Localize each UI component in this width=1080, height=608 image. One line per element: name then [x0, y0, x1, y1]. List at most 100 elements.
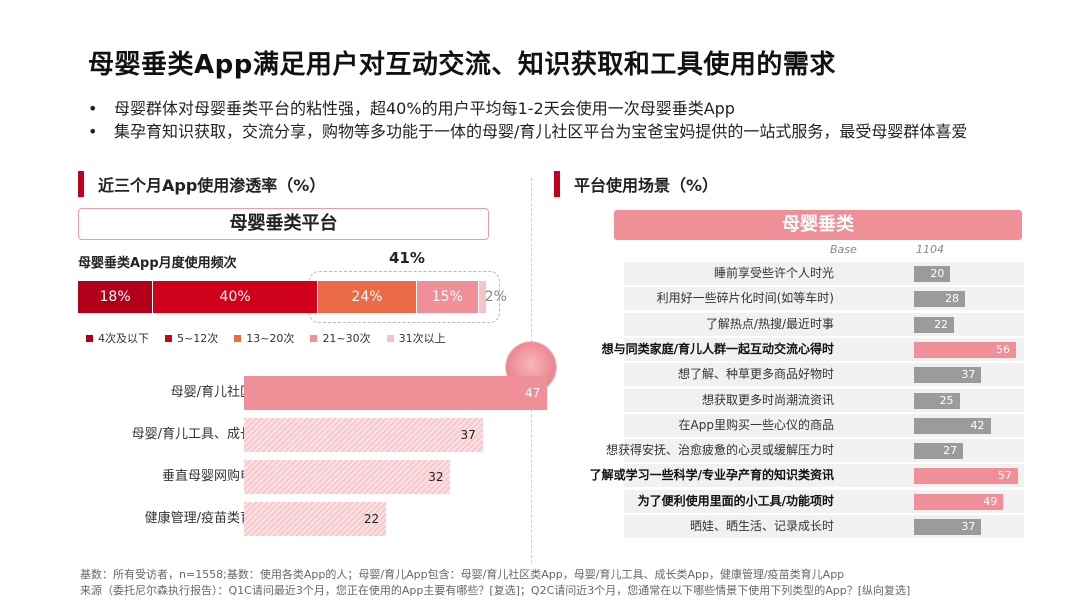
chart-row: 想了解、种草更多商品好物时 37: [624, 363, 1024, 387]
stacked-segment: 24%: [317, 281, 416, 313]
frequency-stacked-bar: 18% 40% 24% 15% 2%: [78, 281, 507, 313]
category-label: 想与同类家庭/育儿人群一起互动交流心得时: [601, 341, 834, 356]
value-label: 22: [363, 512, 380, 526]
chart-row: 在App里购买一些心仪的商品 42: [624, 413, 1024, 437]
category-label: 母婴/育儿工具、成长类: [131, 427, 266, 442]
segment-label: 15%: [431, 289, 463, 305]
right-section-heading: 平台使用场景（%）: [554, 171, 718, 197]
bar: [244, 376, 547, 410]
chart-row: 母婴/育儿社区类 47: [78, 376, 547, 410]
legend-item: 4次及以下: [86, 330, 149, 346]
usage-scenario-bar-chart: 睡前享受些许个人时光 20 利用好一些碎片化时间(如等车时) 28 了解热点/热搜/最近…: [590, 262, 1024, 542]
bar: [914, 392, 960, 409]
value-label: 27: [943, 444, 958, 458]
value-label: 32: [428, 470, 444, 484]
value-label: 20: [930, 267, 945, 280]
category-label: 利用好一些碎片化时间(如等车时): [656, 291, 834, 306]
chart-row: 健康管理/疫苗类育儿 22: [78, 502, 528, 536]
bar: [914, 493, 1004, 510]
category-label: 想了解、种草更多商品好物时: [677, 367, 834, 382]
legend-label: 31次以上: [398, 332, 446, 345]
legend-label: 4次及以下: [98, 332, 149, 345]
legend-label: 5~12次: [177, 332, 219, 345]
highlight-percentage: 41%: [389, 249, 425, 267]
footer-base-note: 基数：所有受访者，n=1558;基数：使用各类App的人；母婴/育儿App包含：…: [80, 568, 845, 581]
left-banner: 母婴垂类平台: [78, 208, 489, 240]
penetration-bar-chart: 母婴/育儿社区类 47 母婴/育儿工具、成长类 37 垂直母婴网购电商 32 健康管理/疫苗…: [78, 376, 547, 546]
bar: [914, 291, 965, 308]
segment-label: 40%: [219, 289, 251, 305]
legend-swatch: [86, 334, 93, 342]
category-label: 健康管理/疫苗类育儿: [144, 511, 266, 526]
category-label: 晒娃、晒生活、记录成长时: [689, 519, 834, 533]
category-label: 了解或学习一些科学/专业孕产育的知识类资讯: [589, 468, 834, 483]
value-label: 37: [460, 428, 476, 442]
category-label: 母婴/育儿社区类: [170, 385, 266, 400]
chart-row: 睡前享受些许个人时光 20: [624, 262, 1024, 285]
frequency-chart-title: 母婴垂类App月度使用频次: [78, 256, 237, 271]
legend-label: 21~30次: [322, 332, 371, 345]
legend-item: 31次以上: [386, 330, 446, 346]
chart-row: 为了便利使用里面的小工具/功能项时 49: [624, 489, 1024, 513]
chart-row: 母婴/育儿工具、成长类 37: [78, 418, 528, 452]
base-label: Base: [830, 243, 857, 256]
value-label: 57: [997, 469, 1012, 483]
footer-source-note: 来源（委托尼尔森执行报告）：Q1C请问最近3个月，您正在使用的App主要有哪些？…: [80, 584, 911, 597]
legend-swatch: [386, 334, 394, 342]
category-label: 在App里购买一些心仪的商品: [678, 417, 834, 432]
legend-swatch: [234, 334, 242, 342]
chart-row: 想获得安抚、治愈疲惫的心灵或缓解压力时 27: [606, 439, 1024, 463]
chart-row: 想获取更多时尚潮流资讯 25: [624, 388, 1024, 412]
bullet-item: 集孕育知识获取，交流分享，购物等多功能于一体的母婴/育儿社区平台为宝爸宝妈提供的…: [88, 120, 1048, 143]
right-banner: 母婴垂类: [614, 210, 1022, 240]
bar: [914, 417, 991, 434]
bar: [244, 418, 483, 452]
base-value: 1104: [916, 243, 944, 256]
frequency-legend: 4次及以下 5~12次 13~20次 21~30次 31次以上: [86, 330, 462, 346]
page-title: 母婴垂类App满足用户对互动交流、知识获取和工具使用的需求: [88, 50, 836, 80]
bullet-list: 母婴群体对母婴垂类平台的粘性强，超40%的用户平均每1-2天会使用一次母婴垂类A…: [88, 97, 1048, 143]
chart-row: 垂直母婴网购电商 32: [78, 460, 528, 494]
bar: [914, 316, 955, 333]
value-label: 37: [961, 520, 976, 533]
value-label: 25: [939, 393, 954, 407]
bar: [914, 443, 964, 460]
chart-row: 想与同类家庭/育儿人群一起互动交流心得时 56: [602, 337, 1024, 361]
stacked-segment: 18%: [78, 281, 153, 313]
value-label: 42: [970, 418, 985, 432]
legend-swatch: [165, 334, 172, 342]
category-label: 想获得安抚、治愈疲惫的心灵或缓解压力时: [605, 443, 834, 458]
heading-accent-bar: [78, 171, 84, 197]
stacked-segment: 40%: [152, 281, 318, 313]
value-label: 49: [983, 494, 998, 508]
chart-row: 了解或学习一些科学/专业孕产育的知识类资讯 57: [590, 464, 1024, 488]
value-label: 56: [996, 342, 1010, 356]
legend-swatch: [310, 334, 318, 342]
legend-item: 5~12次: [165, 330, 218, 346]
legend-item: 13~20次: [234, 330, 294, 346]
category-label: 为了便利使用里面的小工具/功能项时: [637, 493, 834, 508]
legend-item: 21~30次: [310, 330, 371, 346]
bar: [914, 341, 1016, 358]
left-section-heading: 近三个月App使用渗透率（%）: [78, 171, 325, 197]
chart-row: 晒娃、晒生活、记录成长时 37: [624, 515, 1024, 538]
value-label: 28: [945, 292, 959, 306]
left-heading-text: 近三个月App使用渗透率（%）: [98, 176, 326, 195]
bar: [244, 460, 451, 494]
bar: [914, 468, 1018, 485]
base-row: Base 1104: [830, 243, 944, 256]
value-label: 37: [961, 368, 976, 382]
segment-label: 18%: [99, 289, 131, 305]
chart-row: 利用好一些碎片化时间(如等车时) 28: [624, 287, 1024, 311]
value-label: 22: [934, 317, 949, 331]
heading-accent-bar: [554, 171, 560, 197]
bar: [244, 502, 386, 536]
bar: [914, 519, 982, 535]
segment-label: 2%: [484, 289, 507, 305]
footer-notes: 基数：所有受访者，n=1558;基数：使用各类App的人；母婴/育儿App包含：…: [80, 567, 910, 599]
category-label: 垂直母婴网购电商: [161, 469, 266, 484]
right-heading-text: 平台使用场景（%）: [574, 176, 719, 195]
bar: [914, 266, 951, 282]
segment-label: 24%: [351, 289, 383, 305]
stacked-segment: 15%: [415, 281, 478, 313]
